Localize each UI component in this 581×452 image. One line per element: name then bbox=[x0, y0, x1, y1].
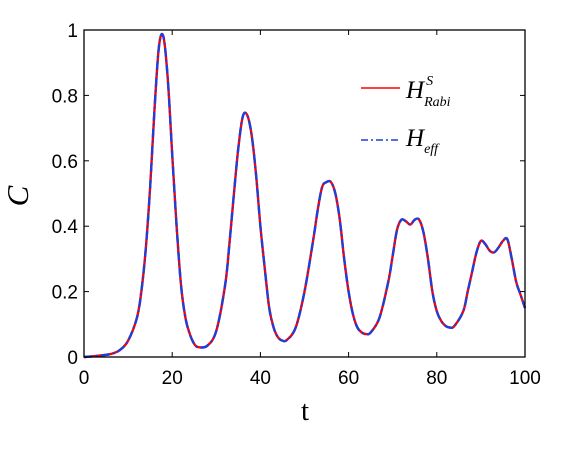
legend-label-1: H S Rabi bbox=[405, 74, 451, 110]
legend-label-2: Heff bbox=[405, 125, 440, 157]
y-tick-label-1: 0.2 bbox=[52, 283, 78, 304]
legend-label-1-sup: S bbox=[426, 74, 433, 89]
legend-label-2-sub: eff bbox=[424, 142, 440, 157]
x-axis-label: t bbox=[301, 395, 309, 427]
x-tick-label-0: 0 bbox=[79, 368, 90, 389]
x-tick-label-1: 20 bbox=[162, 368, 183, 389]
legend-label-1-sub: Rabi bbox=[423, 95, 451, 110]
plot-background bbox=[84, 30, 525, 357]
y-axis-label: C bbox=[0, 185, 35, 206]
x-tick-label-4: 80 bbox=[426, 368, 447, 389]
plot-frame bbox=[83, 29, 526, 358]
x-tick-label-2: 40 bbox=[250, 368, 271, 389]
legend-label-2-base: H bbox=[405, 125, 426, 152]
legend-label-1-base: H bbox=[405, 77, 426, 104]
y-tick-label-4: 0.8 bbox=[52, 86, 78, 107]
y-tick-label-2: 0.4 bbox=[52, 217, 79, 238]
y-tick-label-5: 1 bbox=[67, 21, 78, 42]
x-tick-label-5: 100 bbox=[509, 368, 541, 389]
y-tick-label-3: 0.6 bbox=[52, 152, 78, 173]
x-tick-label-3: 60 bbox=[338, 368, 359, 389]
ticks-layer: 0 20 40 60 80 100 0 0.2 0.4 0.6 0.8 1 bbox=[52, 21, 541, 389]
series-layer bbox=[83, 32, 527, 359]
series-line-2 bbox=[83, 32, 527, 359]
y-tick-label-0: 0 bbox=[67, 348, 78, 369]
legend: H S Rabi Heff bbox=[361, 74, 451, 157]
